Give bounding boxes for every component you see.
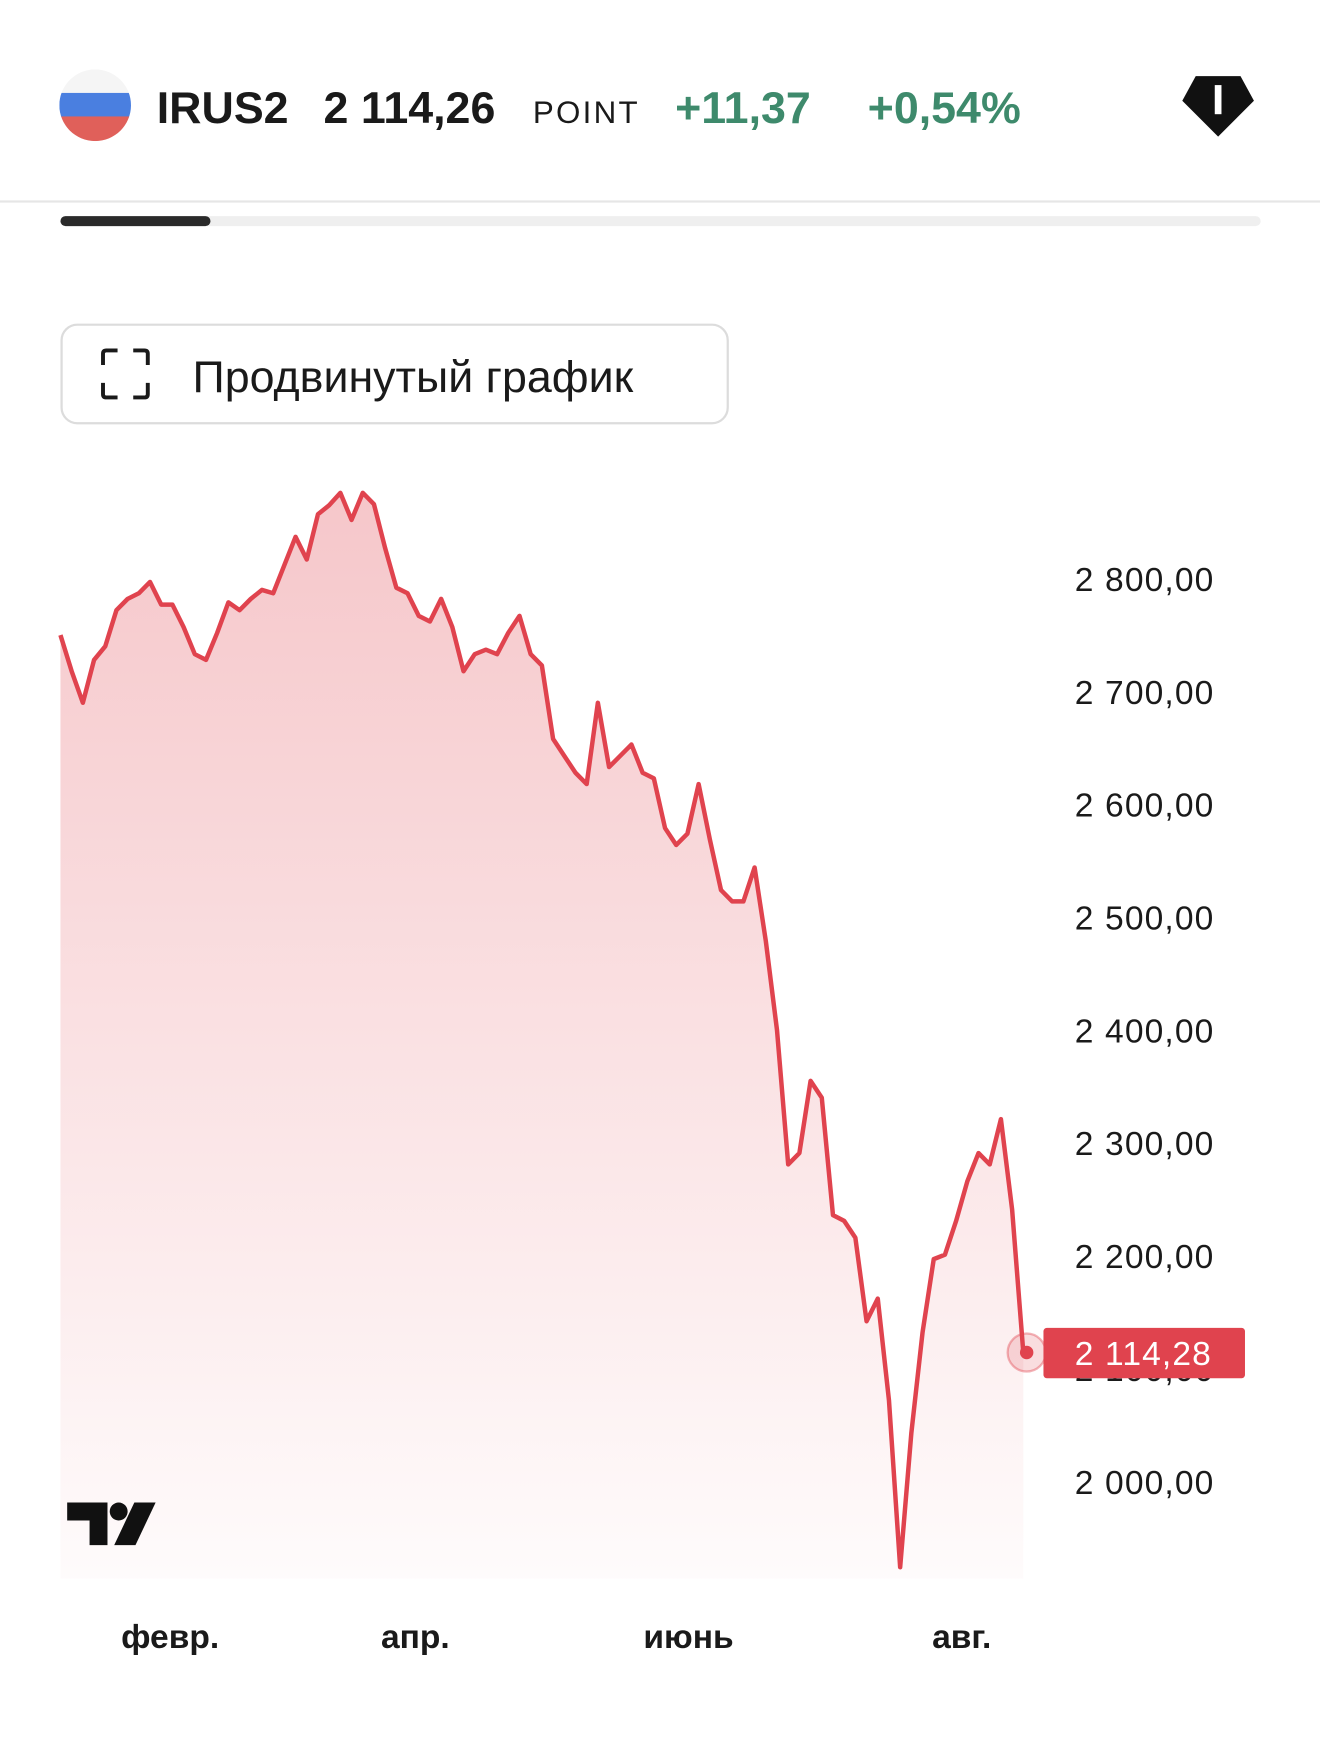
scroll-thumb (60, 216, 211, 227)
change: +11,37 (675, 83, 811, 133)
scroll-track (60, 216, 1261, 227)
unit: POINT (533, 95, 640, 130)
button-label[interactable]: Продвинутый график (193, 352, 634, 402)
line (58, 490, 1026, 1570)
y-tick-label: 2 600,00 (1075, 788, 1215, 825)
chart: 2 000,002 100,002 200,002 300,002 400,00… (58, 490, 1245, 1656)
y-tick-label: 2 000,00 (1075, 1465, 1215, 1502)
y-tick-label: 2 800,00 (1075, 562, 1215, 599)
price: 2 114,26 (324, 83, 496, 133)
y-tick-label: 2 500,00 (1075, 901, 1215, 938)
y-tick-label: 2 300,00 (1075, 1126, 1215, 1163)
y-tick-label: 2 200,00 (1075, 1239, 1215, 1276)
y-tick-label: 2 700,00 (1075, 675, 1215, 712)
x-tick-label: июнь (643, 1619, 733, 1656)
area (60, 492, 1024, 1579)
x-tick-label: авг. (932, 1619, 991, 1656)
x-tick-label: апр. (381, 1619, 450, 1656)
y-tick-label: 2 400,00 (1075, 1013, 1215, 1050)
symbol: IRUS2 (157, 83, 289, 133)
current-dot (1019, 1345, 1034, 1360)
tradingview-logo (67, 1502, 156, 1546)
x-tick-label: февр. (121, 1619, 219, 1656)
price-tag-label: 2 114,28 (1075, 1336, 1212, 1373)
icon-button[interactable] (1182, 76, 1254, 137)
flag (59, 69, 131, 142)
price-tag (1043, 1327, 1245, 1379)
advanced-chart-button[interactable]: Продвинутый график (60, 323, 729, 425)
change-percent: +0,54% (868, 83, 1021, 133)
